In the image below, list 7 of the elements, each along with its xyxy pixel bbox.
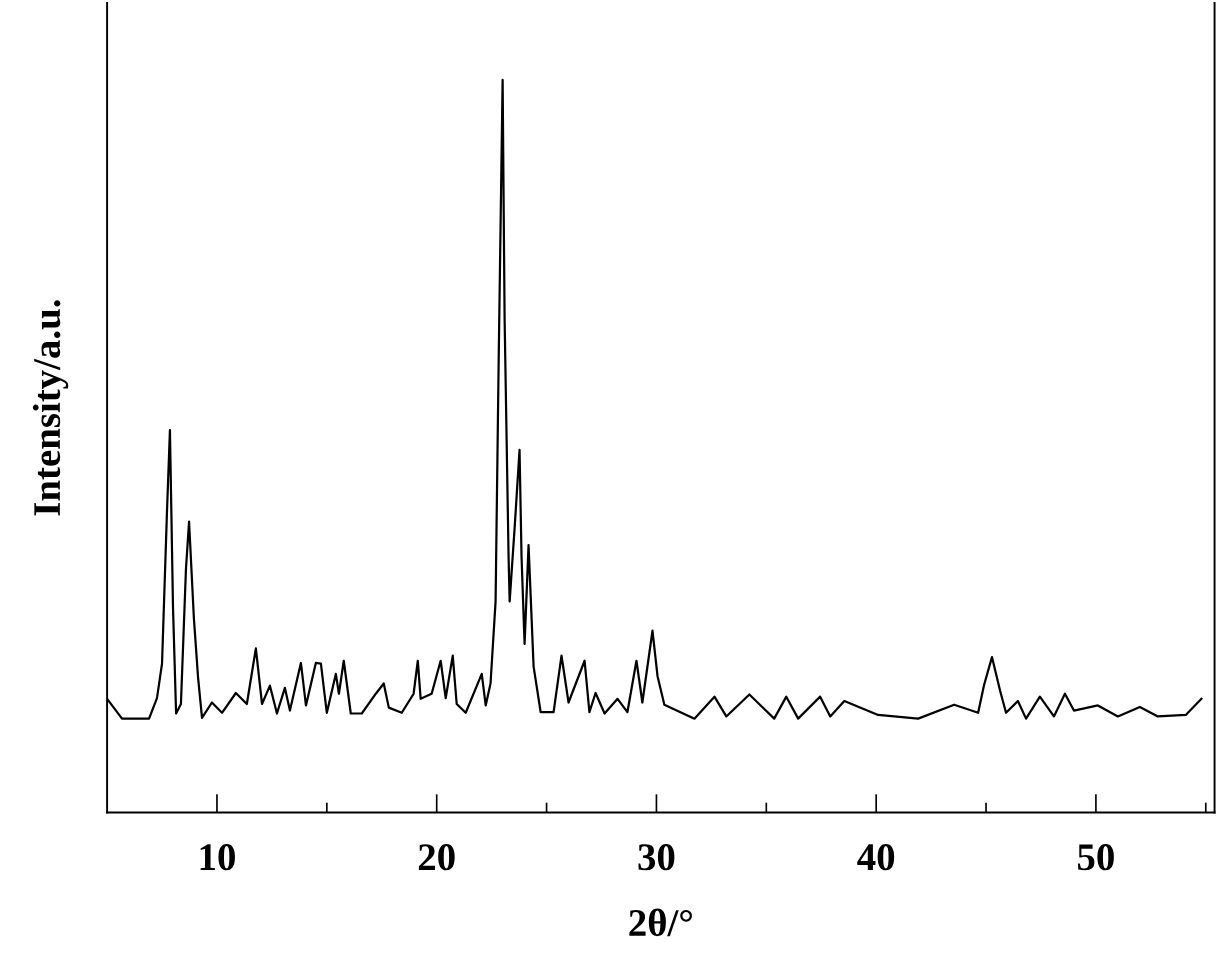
x-tick-label: 10: [200, 844, 235, 871]
y-axis-title: Intensity/a.u.: [32, 300, 69, 516]
x-tick-label: 30: [638, 844, 675, 871]
x-axis-title: 2θ/°: [629, 908, 692, 937]
x-tick-label: 40: [857, 844, 895, 871]
x-tick-label: 20: [418, 844, 455, 871]
x-tick-label: 50: [1078, 844, 1114, 871]
